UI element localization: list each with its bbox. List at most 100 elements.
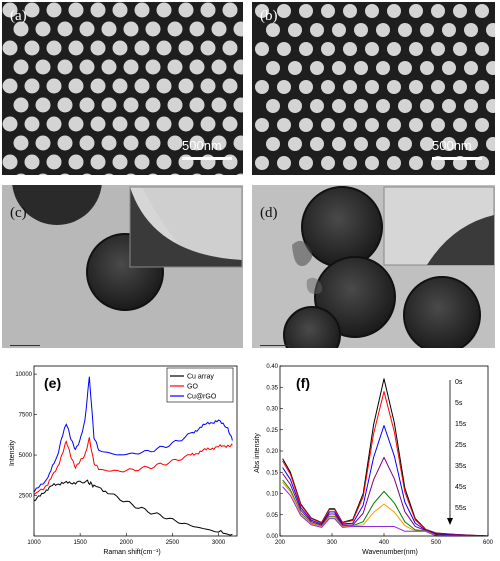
time-label: 55s [455,505,467,512]
nanodisk [453,118,467,132]
nanodisk [134,154,150,170]
nanodisk [222,40,238,56]
time-label: 0s [455,379,463,386]
nanodisk [46,116,62,132]
nanodisk [35,59,51,75]
nanodisk [101,97,117,113]
nanodisk [145,135,161,151]
nanodisk [35,135,51,151]
x-tick-label: 1500 [73,540,87,546]
nanodisk [189,59,205,75]
nanodisk [464,99,478,113]
nanodisk [233,135,243,151]
nanodisk [354,99,368,113]
nanodisk [387,118,401,132]
nanodisk [442,23,456,37]
nanodisk [486,61,495,75]
nanodisk [46,78,62,94]
tem-panel-c: (c) [2,185,243,348]
nanodisk [57,21,73,37]
nanodisk [2,154,18,170]
x-tick-label: 200 [275,540,286,546]
x-tick-label: 400 [379,540,390,546]
nanodisk [156,154,172,170]
raman-y-axis-label: Intensity [9,439,16,466]
nanodisk [148,173,158,175]
y-tick-label: 0.05 [266,513,278,519]
nanodisk [266,99,280,113]
nanodisk [420,23,434,37]
nanodisk [167,135,183,151]
nanodisk [46,154,62,170]
nanodisk [299,4,313,18]
nanodisk [475,80,489,94]
nanodisk [486,99,495,113]
x-tick-label: 1000 [27,540,41,546]
nanodisk [299,80,313,94]
y-tick-label: 0.25 [266,428,278,434]
nanodisk [90,154,106,170]
nanodisk [398,61,412,75]
nanodisk [409,156,423,170]
nanodisk [310,99,324,113]
nanodisk [236,173,243,175]
sem-panel-a: (a) 500nm [2,2,243,175]
nanodisk [112,40,128,56]
y-tick-label: 0.30 [266,407,278,413]
nanodisk [68,78,84,94]
uvvis-chart-panel-f: 200 300 400 500 600 0.00 0.05 0.10 0.15 0.20 0.25 0… [250,358,497,558]
scale-bar-b [432,157,482,160]
x-tick-label: 3000 [212,540,226,546]
nanodisk [387,80,401,94]
nanodisk [68,154,84,170]
nanodisk [288,99,302,113]
y-tick-label: 0.10 [266,492,278,498]
nanodisk [123,21,139,37]
nanodisk [178,40,194,56]
nanodisk [255,42,269,56]
nanodisk [112,154,128,170]
sem-dot-array-a [2,2,243,175]
nanodisk [2,2,18,18]
nanodisk [288,61,302,75]
nanodisk [365,118,379,132]
y-tick-label: 0.40 [266,364,278,370]
nanodisk [16,173,26,175]
nanodisk [266,137,280,151]
nanodisk [13,21,29,37]
nanodisk [214,173,224,175]
x-tick-label: 2000 [120,540,134,546]
nanodisk [24,78,40,94]
nanodisk [57,59,73,75]
raman-chart-panel-e: 1000 1500 2000 2500 3000 2500 5000 7500 10000 Ra… [2,358,245,558]
nanodisk [420,61,434,75]
panel-label-b: (b) [260,8,278,24]
time-labels: 0s 5s 15s 25s 35s 45s 55s [447,379,467,525]
nanodisk [299,118,313,132]
nanodisk [442,99,456,113]
nanodisk [277,4,291,18]
raman-plot-frame [33,365,238,537]
raman-chart-e: 1000 1500 2000 2500 3000 2500 5000 7500 10000 Ra… [9,365,238,556]
nanodisk [38,173,48,175]
nanodisk [79,21,95,37]
raman-legend: Cu array GO Cu@rGO [166,367,234,403]
nanodisk [365,42,379,56]
nanodisk [222,78,238,94]
nanodisk [101,135,117,151]
nanodisk [321,118,335,132]
nanodisk [200,2,216,18]
nanodisk [145,21,161,37]
nanodisk [79,135,95,151]
nanodisk [222,116,238,132]
nanodisk [310,137,324,151]
y-tick-label: 0.00 [266,534,278,540]
uvvis-x-axis-label: Wavenumber(nm) [362,549,418,556]
nanodisk [112,2,128,18]
tem-image-d [252,185,495,348]
nanodisk [475,42,489,56]
nanodisk [134,2,150,18]
nanodisk [376,137,390,151]
nanodisk [211,59,227,75]
nanodisk [376,23,390,37]
